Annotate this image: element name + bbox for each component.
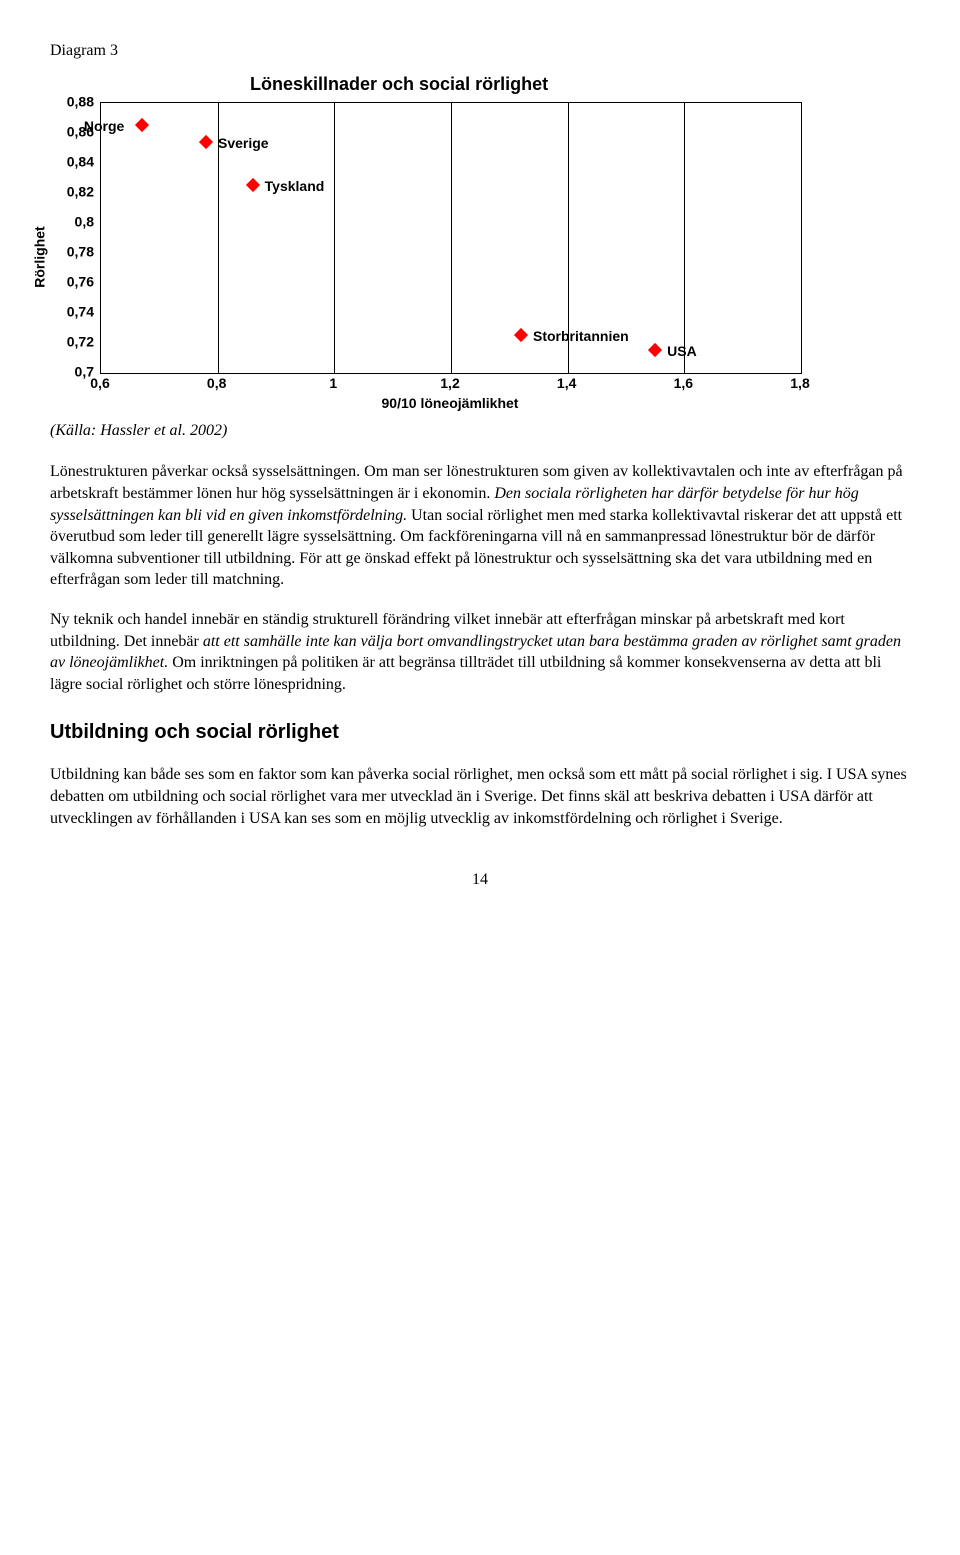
y-tick-label: 0,84 xyxy=(67,152,94,171)
data-point-label: Norge xyxy=(84,117,124,136)
data-point xyxy=(199,135,213,149)
x-tick-label: 0,8 xyxy=(207,374,226,393)
x-tick-label: 1 xyxy=(329,374,337,393)
x-tick-label: 0,6 xyxy=(90,374,109,393)
data-point-label: USA xyxy=(667,342,697,361)
data-point xyxy=(246,178,260,192)
chart-title: Löneskillnader och social rörlighet xyxy=(250,72,910,96)
y-tick-label: 0,8 xyxy=(75,212,94,231)
y-axis-label: Rörlighet xyxy=(31,226,50,287)
section-heading: Utbildning och social rörlighet xyxy=(50,719,910,746)
data-point xyxy=(514,328,528,342)
chart-source: (Källa: Hassler et al. 2002) xyxy=(50,420,910,442)
x-tick-label: 1,2 xyxy=(440,374,459,393)
gridline xyxy=(684,103,685,373)
y-tick-label: 0,72 xyxy=(67,332,94,351)
y-ticks: 0,880,860,840,820,80,780,760,740,720,7 xyxy=(50,102,98,372)
x-axis-label: 90/10 löneojämlikhet xyxy=(100,394,800,413)
gridline xyxy=(451,103,452,373)
data-point xyxy=(135,118,149,132)
para2-c: Om inriktningen på politiken är att begr… xyxy=(50,654,881,693)
data-point xyxy=(648,343,662,357)
y-tick-label: 0,88 xyxy=(67,92,94,111)
scatter-chart: Rörlighet 0,880,860,840,820,80,780,760,7… xyxy=(50,102,810,412)
page-number: 14 xyxy=(50,869,910,891)
gridline xyxy=(334,103,335,373)
x-tick-label: 1,4 xyxy=(557,374,576,393)
data-point-label: Sverige xyxy=(218,134,269,153)
y-tick-label: 0,74 xyxy=(67,302,94,321)
x-tick-label: 1,8 xyxy=(790,374,809,393)
y-tick-label: 0,76 xyxy=(67,272,94,291)
y-tick-label: 0,82 xyxy=(67,182,94,201)
y-tick-label: 0,78 xyxy=(67,242,94,261)
plot-area: NorgeSverigeTysklandStorbritannienUSA xyxy=(100,102,802,374)
paragraph-2: Ny teknik och handel innebär en ständig … xyxy=(50,609,910,695)
diagram-label: Diagram 3 xyxy=(50,40,910,62)
x-tick-label: 1,6 xyxy=(674,374,693,393)
data-point-label: Storbritannien xyxy=(533,327,629,346)
paragraph-1: Lönestrukturen påverkar också sysselsätt… xyxy=(50,461,910,591)
x-ticks: 0,60,811,21,41,61,8 xyxy=(100,374,800,396)
paragraph-3: Utbildning kan både ses som en faktor so… xyxy=(50,764,910,829)
data-point-label: Tyskland xyxy=(265,177,325,196)
source-text: Källa: Hassler et al. 2002) xyxy=(55,422,227,439)
